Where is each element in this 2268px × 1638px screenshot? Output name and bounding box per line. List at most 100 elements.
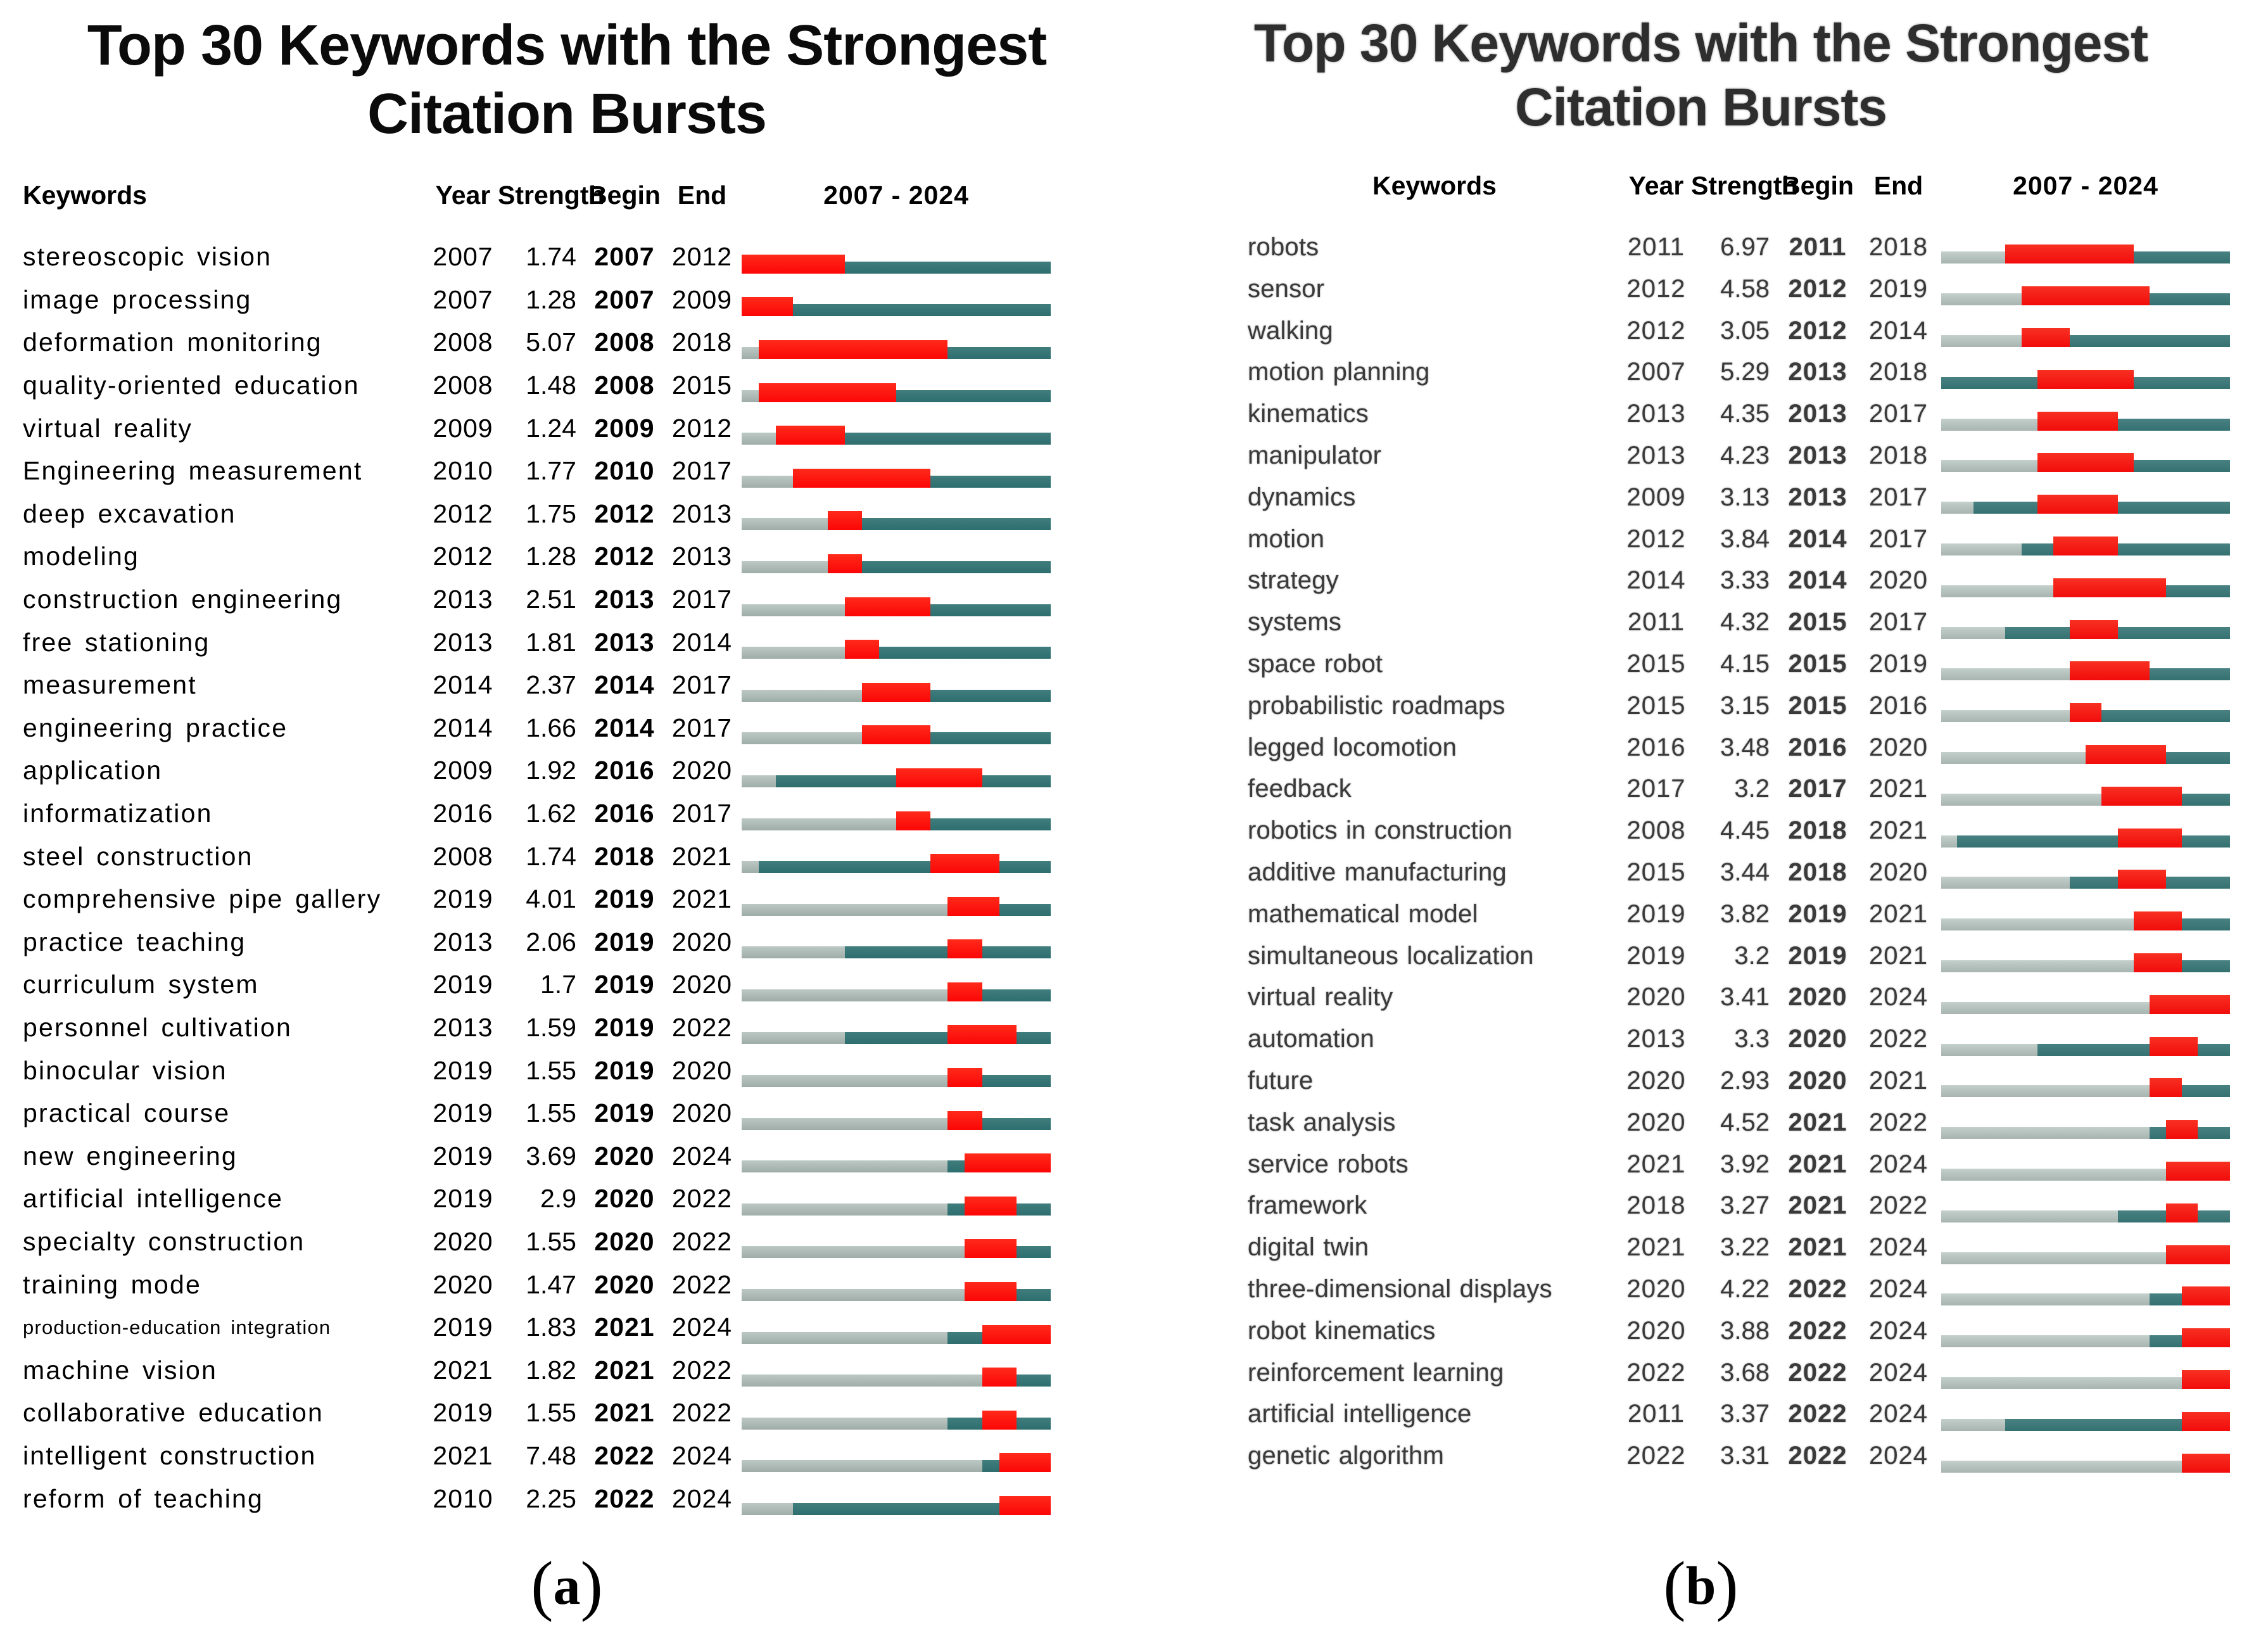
year-value: 2008 [433,371,493,400]
table-row: application 2009 1.92 2016 2020 [0,749,1134,792]
pre-appearance-segment [742,1203,948,1216]
year-value: 2012 [1626,274,1686,303]
title-line2: Citation Bursts [1514,77,1887,137]
burst-segment [2086,745,2166,765]
year-value: 2019 [433,1141,493,1171]
strength-value: 3.84 [1720,524,1770,553]
burst-segment [2069,619,2118,639]
burst-timeline-bar [1941,574,2230,603]
strength-value: 4.22 [1720,1274,1770,1303]
end-value: 2017 [671,799,733,829]
active-segment [2134,376,2230,389]
begin-value: 2021 [1788,1150,1847,1178]
strength-value: 3.2 [1734,775,1770,803]
active-segment [2181,793,2230,806]
pre-appearance-segment [1941,752,2086,765]
active-segment [1016,1246,1051,1259]
burst-timeline-bar [1941,490,2230,519]
end-value: 2020 [1869,858,1928,886]
year-value: 2017 [1626,775,1686,803]
end-value: 2018 [1869,358,1928,386]
table-row: task analysis 2020 4.52 2021 2022 [1134,1102,2268,1143]
begin-value: 2016 [594,756,655,785]
burst-segment [947,1110,982,1130]
burst-segment [947,896,999,916]
begin-value: 2022 [1788,1274,1847,1303]
pre-appearance-segment [742,475,794,488]
pre-appearance-segment [1941,1460,2182,1473]
keyword-label: curriculum system [23,970,259,1000]
burst-segment [947,1068,982,1088]
pre-appearance-segment [742,1117,948,1130]
keyword-label: dynamics [1248,483,1356,511]
strength-value: 2.9 [540,1184,576,1214]
active-segment [930,475,1051,488]
keyword-label: additive manufacturing [1248,858,1507,886]
end-value: 2024 [1869,1442,1928,1470]
begin-value: 2015 [1788,608,1847,637]
year-value: 2012 [433,542,493,571]
active-segment [2069,877,2118,889]
pre-appearance-segment [1941,543,2022,556]
table-row: digital twin 2021 3.22 2021 2024 [1134,1227,2268,1269]
active-segment [930,732,1051,745]
begin-value: 2014 [594,670,655,700]
strength-value: 1.66 [526,713,576,742]
begin-value: 2020 [1788,983,1847,1012]
strength-value: 2.25 [526,1483,576,1513]
active-segment [896,390,1051,402]
active-segment [982,946,1051,959]
strength-value: 3.05 [1720,316,1770,345]
keyword-label: simultaneous localization [1248,941,1534,970]
table-row: sensor 2012 4.58 2012 2019 [1134,268,2268,310]
header-year: Year [435,180,491,210]
burst-timeline-bar [1941,949,2230,978]
end-value: 2021 [671,884,733,914]
active-segment [844,946,948,959]
begin-value: 2014 [1788,524,1847,553]
active-segment [2005,626,2070,639]
active-segment [2181,960,2230,973]
year-value: 2011 [1627,608,1685,637]
active-segment [2150,668,2230,681]
pre-appearance-segment [1941,502,1973,514]
active-segment [930,604,1051,616]
begin-value: 2013 [1788,358,1847,386]
year-value: 2019 [433,1398,493,1428]
burst-timeline-bar [1941,740,2230,770]
strength-value: 3.33 [1720,566,1770,595]
panel-b-title: Top 30 Keywords with the Strongest Citati… [1140,11,2262,139]
end-value: 2022 [1869,1025,1928,1053]
keyword-label: sensor [1248,274,1325,303]
title-line1: Top 30 Keywords with the Strongest [1253,13,2148,73]
keyword-label: steel construction [23,841,253,871]
strength-value: 3.3 [1734,1025,1770,1053]
rows-b: robots 2011 6.97 2011 2018 sensor 2012 4.58 2012… [1134,227,2268,1477]
strength-value: 1.74 [526,841,576,871]
burst-segment [999,1453,1051,1473]
year-value: 2021 [1626,1150,1686,1178]
burst-segment [2117,828,2182,848]
strength-value: 3.92 [1720,1150,1770,1178]
end-value: 2018 [671,327,733,357]
end-value: 2020 [1869,566,1928,595]
burst-segment [2134,911,2182,931]
begin-value: 2020 [594,1226,655,1256]
year-value: 2020 [1626,1274,1686,1303]
begin-value: 2021 [1788,1233,1847,1262]
begin-value: 2020 [594,1269,655,1299]
header-keywords: Keywords [23,180,147,210]
burst-segment [2181,1328,2230,1348]
active-segment [844,1032,948,1044]
table-row: service robots 2021 3.92 2021 2024 [1134,1143,2268,1185]
begin-value: 2021 [1788,1191,1847,1220]
year-value: 2008 [433,327,493,357]
keyword-label: mathematical model [1248,899,1478,928]
strength-value: 1.48 [526,371,576,400]
active-segment [947,1331,982,1344]
strength-value: 2.06 [526,927,576,956]
year-value: 2008 [433,841,493,871]
pre-appearance-segment [742,346,759,359]
strength-value: 4.32 [1720,608,1770,637]
pre-appearance-segment [742,903,948,916]
